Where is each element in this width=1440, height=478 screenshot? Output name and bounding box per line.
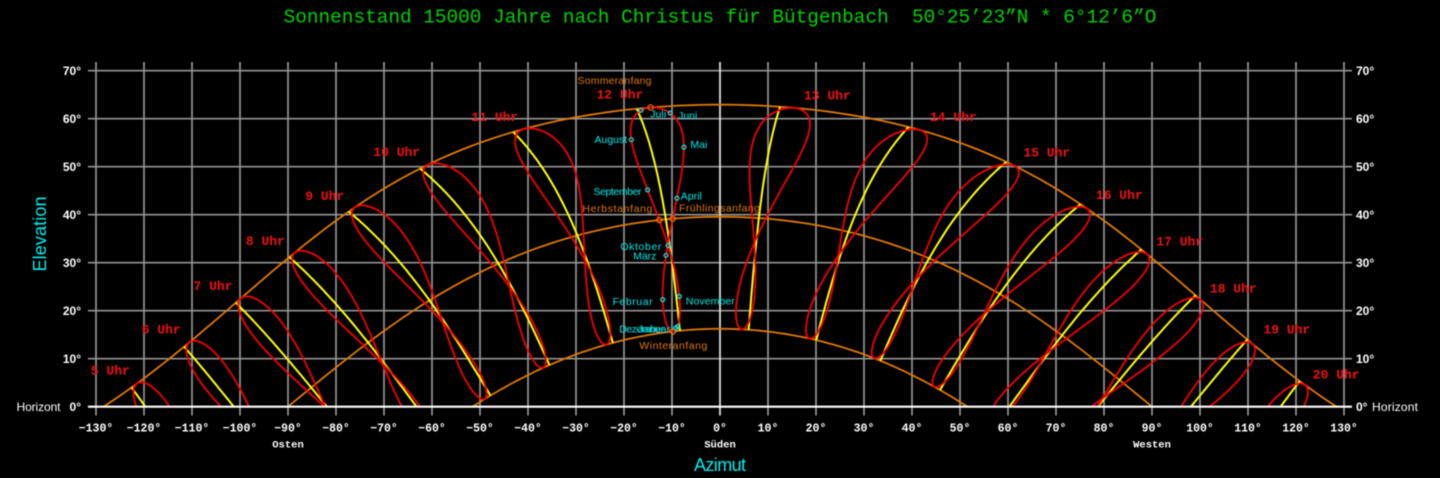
svg-text:50°: 50°: [63, 160, 81, 174]
svg-text:20°: 20°: [63, 304, 81, 318]
svg-text:−50°: −50°: [466, 423, 494, 436]
svg-text:Horizont: Horizont: [1372, 400, 1419, 414]
svg-text:60°: 60°: [1356, 112, 1374, 126]
svg-text:Sonnenstand 15000 Jahre nach C: Sonnenstand 15000 Jahre nach Christus fü…: [284, 6, 1157, 28]
svg-text:Juni: Juni: [678, 110, 697, 122]
svg-text:0°: 0°: [1356, 400, 1368, 414]
svg-text:−70°: −70°: [370, 423, 398, 436]
svg-text:September: September: [594, 186, 643, 198]
svg-text:10°: 10°: [758, 423, 779, 436]
svg-text:30°: 30°: [1356, 256, 1374, 270]
svg-text:110°: 110°: [1234, 423, 1262, 436]
svg-text:Herbstanfang: Herbstanfang: [582, 203, 652, 215]
svg-text:−90°: −90°: [274, 423, 302, 436]
svg-text:Januar: Januar: [638, 324, 671, 336]
svg-text:6 Uhr: 6 Uhr: [142, 323, 181, 338]
svg-text:−10°: −10°: [658, 423, 686, 436]
svg-text:100°: 100°: [1186, 423, 1214, 436]
svg-text:−60°: −60°: [418, 423, 446, 436]
svg-text:20°: 20°: [1356, 304, 1374, 318]
svg-text:Osten: Osten: [272, 440, 304, 452]
svg-text:8 Uhr: 8 Uhr: [246, 234, 285, 249]
svg-text:10 Uhr: 10 Uhr: [373, 145, 420, 160]
svg-text:November: November: [686, 296, 736, 308]
svg-text:15 Uhr: 15 Uhr: [1023, 146, 1070, 161]
svg-text:0°: 0°: [713, 423, 727, 436]
svg-text:40°: 40°: [902, 423, 923, 436]
svg-text:80°: 80°: [1094, 423, 1115, 436]
svg-text:130°: 130°: [1330, 423, 1358, 436]
svg-text:70°: 70°: [1356, 64, 1374, 78]
svg-text:9 Uhr: 9 Uhr: [305, 189, 344, 204]
svg-text:30°: 30°: [854, 423, 875, 436]
svg-text:Juli: Juli: [650, 109, 666, 121]
svg-text:40°: 40°: [63, 208, 81, 222]
svg-text:10°: 10°: [63, 352, 81, 366]
svg-text:60°: 60°: [63, 112, 81, 126]
svg-text:März: März: [633, 251, 656, 263]
svg-text:Azimut: Azimut: [694, 455, 746, 475]
svg-text:Elevation: Elevation: [30, 197, 50, 272]
svg-text:12 Uhr: 12 Uhr: [597, 88, 644, 103]
svg-text:−30°: −30°: [562, 423, 590, 436]
svg-text:−100°: −100°: [223, 423, 258, 436]
svg-text:−40°: −40°: [514, 423, 542, 436]
svg-text:90°: 90°: [1142, 423, 1163, 436]
svg-text:13 Uhr: 13 Uhr: [804, 89, 851, 104]
svg-text:18 Uhr: 18 Uhr: [1210, 282, 1257, 297]
svg-text:−130°: −130°: [79, 423, 114, 436]
svg-text:Februar: Februar: [613, 296, 654, 308]
svg-text:60°: 60°: [998, 423, 1019, 436]
svg-text:7 Uhr: 7 Uhr: [194, 279, 233, 294]
svg-text:14 Uhr: 14 Uhr: [930, 110, 977, 125]
svg-text:50°: 50°: [950, 423, 971, 436]
svg-text:Oktober: Oktober: [620, 241, 662, 253]
svg-text:30°: 30°: [63, 256, 81, 270]
svg-text:−110°: −110°: [175, 423, 210, 436]
svg-text:Sommeranfang: Sommeranfang: [578, 75, 652, 87]
svg-text:Mai: Mai: [690, 139, 707, 151]
svg-text:5 Uhr: 5 Uhr: [91, 364, 130, 379]
svg-text:Horizont: Horizont: [17, 400, 62, 414]
svg-text:10°: 10°: [1356, 352, 1374, 366]
svg-text:Westen: Westen: [1133, 440, 1171, 452]
svg-text:Winteranfang: Winteranfang: [639, 340, 707, 352]
svg-text:Süden: Süden: [704, 440, 736, 452]
svg-text:20 Uhr: 20 Uhr: [1313, 368, 1360, 383]
svg-text:40°: 40°: [1356, 208, 1374, 222]
svg-text:−80°: −80°: [322, 423, 350, 436]
svg-text:50°: 50°: [1356, 160, 1374, 174]
svg-text:0°: 0°: [70, 400, 82, 414]
svg-text:70°: 70°: [63, 64, 81, 78]
svg-text:−20°: −20°: [610, 423, 638, 436]
svg-text:Dezember: Dezember: [619, 324, 665, 336]
svg-text:20°: 20°: [806, 423, 827, 436]
svg-text:Frühlingsanfang: Frühlingsanfang: [679, 203, 760, 215]
svg-text:16 Uhr: 16 Uhr: [1096, 188, 1143, 203]
svg-text:17 Uhr: 17 Uhr: [1156, 235, 1203, 250]
svg-text:April: April: [681, 191, 702, 203]
svg-text:11 Uhr: 11 Uhr: [471, 110, 518, 125]
svg-text:70°: 70°: [1046, 423, 1067, 436]
svg-text:120°: 120°: [1282, 423, 1310, 436]
svg-text:19 Uhr: 19 Uhr: [1263, 323, 1310, 338]
svg-text:August: August: [595, 134, 628, 146]
svg-text:−120°: −120°: [127, 423, 162, 436]
